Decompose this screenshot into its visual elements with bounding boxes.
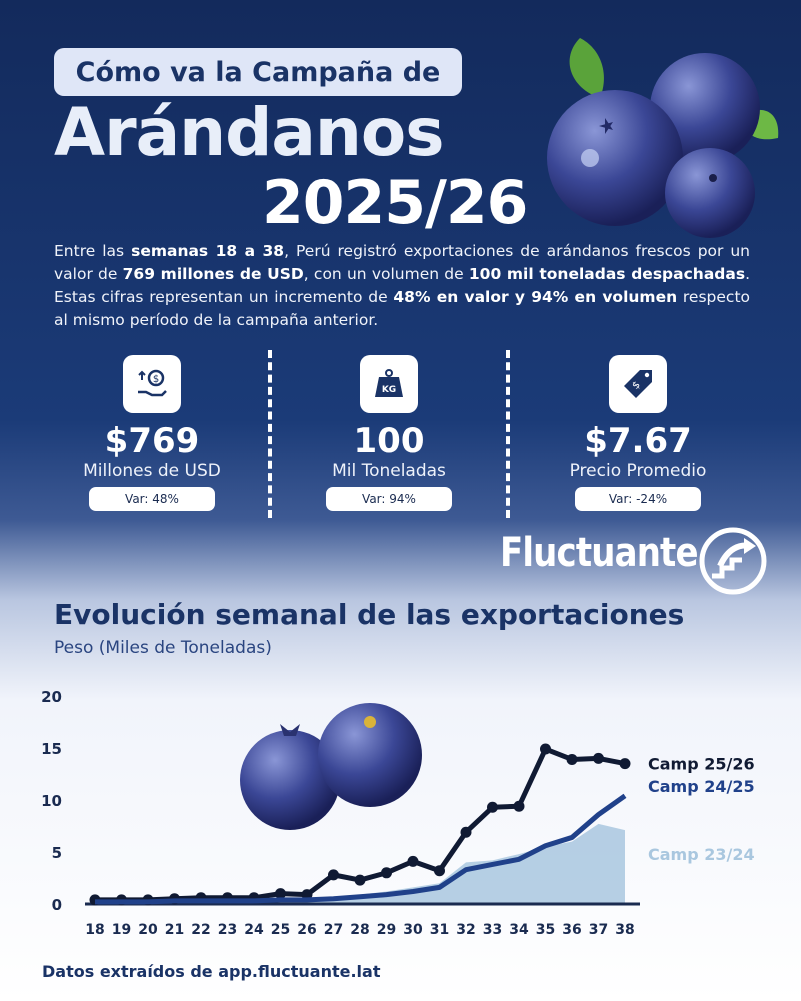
x-tick-label: 19 xyxy=(112,922,131,938)
y-tick-label: 20 xyxy=(41,688,62,706)
blueberries-decoration xyxy=(240,703,422,830)
stat-value: $769 xyxy=(104,421,200,461)
brand-name: Fluctuante xyxy=(500,530,699,576)
data-point xyxy=(381,867,392,879)
data-point xyxy=(460,826,472,838)
brand-logo-icon xyxy=(699,527,767,595)
kicker-title: Cómo va la Campaña de xyxy=(54,48,462,96)
x-tick-label: 34 xyxy=(509,922,529,938)
x-tick-label: 24 xyxy=(244,922,264,938)
x-tick-label: 20 xyxy=(138,922,158,938)
x-tick-label: 22 xyxy=(191,922,210,938)
x-tick-label: 33 xyxy=(483,922,502,938)
dashed-divider xyxy=(268,350,272,518)
data-point xyxy=(619,758,631,770)
chart-subtitle: Peso (Miles de Toneladas) xyxy=(54,638,272,658)
main-title: Arándanos xyxy=(54,94,445,171)
y-tick-label: 10 xyxy=(41,792,62,810)
stat-value: $7.67 xyxy=(584,421,692,461)
stat-volume: KG 100 Mil Toneladas Var: 94% xyxy=(279,355,499,511)
x-tick-label: 26 xyxy=(297,922,316,938)
data-point xyxy=(487,801,498,813)
series-label: Camp 24/25 xyxy=(648,777,755,796)
stat-unit: Precio Promedio xyxy=(569,461,707,481)
x-tick-label: 25 xyxy=(271,922,290,938)
weekly-exports-chart: 0 5 10 15 20 18 19 20 21 22 23 24 25 26 27 28 29 30 31 32 33… xyxy=(41,688,755,938)
svg-text:$: $ xyxy=(153,374,159,385)
kicker-text: Cómo va la Campaña de xyxy=(75,56,441,88)
stat-value: 100 xyxy=(353,421,425,461)
x-tick-label: 30 xyxy=(403,922,423,938)
stat-unit: Millones de USD xyxy=(83,461,221,481)
season-title: 2025/26 xyxy=(262,168,528,238)
x-tick-label: 18 xyxy=(85,922,104,938)
data-point xyxy=(513,800,525,812)
x-tick-label: 28 xyxy=(350,922,369,938)
data-point xyxy=(275,888,286,900)
x-tick-label: 37 xyxy=(589,922,608,938)
line-series-2425 xyxy=(95,793,627,905)
area-series-camp-23-24 xyxy=(95,823,625,904)
x-tick-label: 35 xyxy=(536,922,555,938)
x-tick-label: 31 xyxy=(430,922,449,938)
intro-paragraph: Entre las semanas 18 a 38, Perú registró… xyxy=(54,242,751,329)
stat-price: $ $7.67 Precio Promedio Var: -24% xyxy=(528,355,748,511)
stat-variation-badge: Var: 94% xyxy=(326,487,452,511)
data-point xyxy=(407,855,419,867)
blueberries-illustration xyxy=(547,38,779,238)
data-point xyxy=(540,743,551,755)
dashed-divider xyxy=(506,350,510,518)
stat-variation-badge: Var: -24% xyxy=(575,487,701,511)
y-tick-label: 15 xyxy=(41,740,62,758)
chart-title: Evolución semanal de las exportaciones xyxy=(54,598,685,631)
y-tick-label: 0 xyxy=(52,896,62,914)
x-tick-label: 21 xyxy=(165,922,184,938)
x-tick-label: 23 xyxy=(218,922,237,938)
x-tick-label: 27 xyxy=(324,922,343,938)
kg-weight-icon: KG xyxy=(360,355,418,413)
stat-value-usd: $ $769 Millones de USD Var: 48% xyxy=(42,355,262,511)
svg-text:KG: KG xyxy=(382,385,396,395)
x-tick-label: 32 xyxy=(456,922,475,938)
stat-unit: Mil Toneladas xyxy=(332,461,446,481)
series-label: Camp 23/24 xyxy=(648,845,755,864)
data-source-footer: Datos extraídos de app.fluctuante.lat xyxy=(42,962,381,981)
data-point xyxy=(566,753,578,765)
series-label: Camp 25/26 xyxy=(648,755,755,774)
price-tag-icon: $ xyxy=(609,355,667,413)
data-point xyxy=(328,869,339,881)
data-point xyxy=(593,752,604,764)
money-hand-icon: $ xyxy=(123,355,181,413)
x-tick-label: 36 xyxy=(562,922,581,938)
x-tick-label: 38 xyxy=(615,922,634,938)
stat-variation-badge: Var: 48% xyxy=(89,487,215,511)
data-point xyxy=(354,874,366,886)
x-tick-label: 29 xyxy=(377,922,396,938)
y-tick-label: 5 xyxy=(52,844,62,862)
data-point xyxy=(434,865,445,877)
